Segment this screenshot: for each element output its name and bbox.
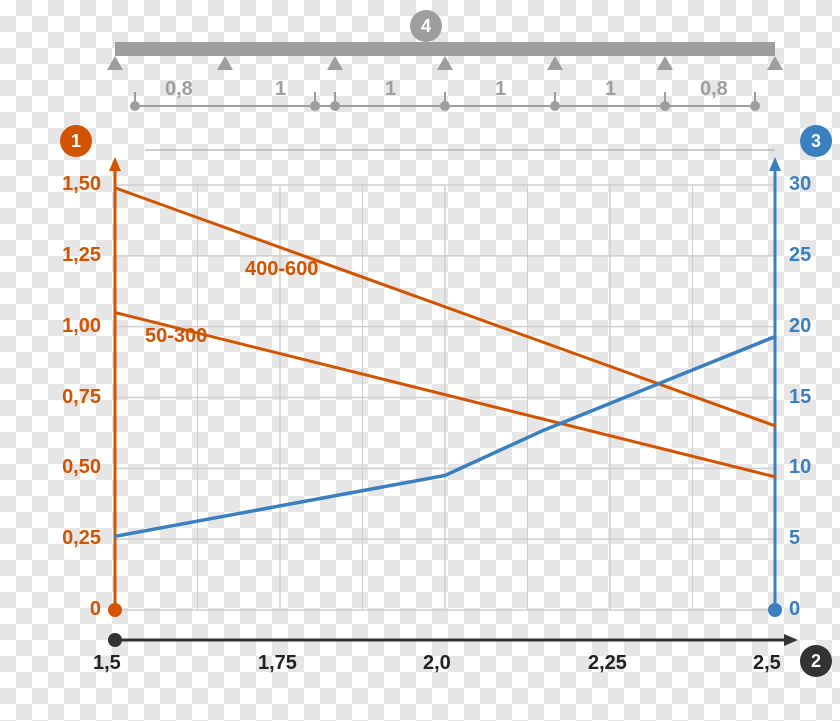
badge-4: 4: [410, 10, 442, 42]
left-axis-origin-dot: [108, 603, 122, 617]
x-axis-origin-dot: [108, 633, 122, 647]
left-axis-tick-label: 1,00: [62, 315, 101, 338]
top-beam: [115, 42, 775, 56]
badge-2: 2: [800, 645, 832, 677]
right-axis-tick-label: 25: [789, 244, 811, 267]
badge-1: 1: [60, 125, 92, 157]
top-support-icon: [217, 56, 233, 70]
right-axis-tick-label: 30: [789, 173, 811, 196]
x-axis-tick-label: 2,0: [423, 652, 451, 675]
top-scale-label: 0,8: [700, 78, 728, 101]
x-axis-tick-label: 2,5: [753, 652, 781, 675]
left-axis-tick-label: 1,50: [62, 173, 101, 196]
left-axis-tick-label: 0,50: [62, 456, 101, 479]
left-axis-tick-label: 0,25: [62, 527, 101, 550]
right-axis-tick-label: 15: [789, 386, 811, 409]
right-axis-tick-label: 20: [789, 315, 811, 338]
top-scale-label: 1: [495, 78, 506, 101]
right-axis-tick-label: 5: [789, 527, 800, 550]
top-support-icon: [767, 56, 783, 70]
badge-3: 3: [800, 125, 832, 157]
right-axis-origin-dot: [768, 603, 782, 617]
grid: [115, 185, 775, 610]
top-support-icon: [107, 56, 123, 70]
left-axis-arrow: [109, 157, 121, 171]
top-dot: [440, 101, 450, 111]
top-dot: [310, 101, 320, 111]
top-support-icon: [657, 56, 673, 70]
top-dot: [750, 101, 760, 111]
top-dot: [130, 101, 140, 111]
x-axis-arrow: [784, 634, 798, 646]
chart-svg: [0, 0, 840, 721]
top-support-icon: [437, 56, 453, 70]
series-label-orange_upper: 400-600: [245, 258, 318, 281]
top-scale-label: 0,8: [165, 78, 193, 101]
top-scale-label: 1: [605, 78, 616, 101]
left-axis-tick-label: 1,25: [62, 244, 101, 267]
series-label-orange_lower: 50-300: [145, 325, 207, 348]
top-support-icon: [327, 56, 343, 70]
right-axis-tick-label: 0: [789, 598, 800, 621]
left-axis-tick-label: 0: [90, 598, 101, 621]
top-dot: [330, 101, 340, 111]
top-scale-label: 1: [275, 78, 286, 101]
top-support-icon: [547, 56, 563, 70]
x-axis-tick-label: 2,25: [588, 652, 627, 675]
left-axis-tick-label: 0,75: [62, 386, 101, 409]
x-axis-tick-label: 1,75: [258, 652, 297, 675]
x-axis-tick-label: 1,5: [93, 652, 121, 675]
top-scale-label: 1: [385, 78, 396, 101]
top-dot: [660, 101, 670, 111]
right-axis-arrow: [769, 157, 781, 171]
top-dot: [550, 101, 560, 111]
right-axis-tick-label: 10: [789, 456, 811, 479]
